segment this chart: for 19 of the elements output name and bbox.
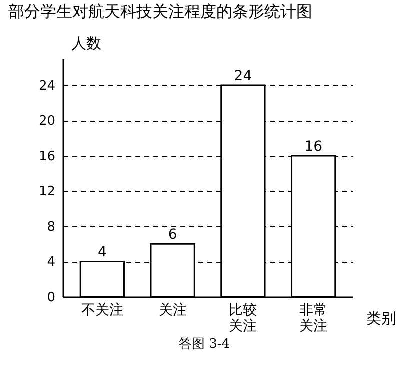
data-label: 4 [98, 244, 107, 261]
y-tick-label: 4 [47, 255, 56, 270]
y-tick-label: 16 [38, 149, 56, 164]
y-tick-label: 24 [38, 78, 56, 94]
data-label: 6 [168, 227, 178, 244]
y-tick-label: 0 [47, 290, 56, 306]
x-axis-title: 类别 [366, 310, 396, 328]
y-tick-label: 12 [38, 184, 56, 200]
x-tick-label: 关注 [158, 302, 187, 318]
y-axis-title: 人数 [72, 34, 102, 52]
data-label: 16 [304, 138, 323, 155]
y-tick-label: 8 [47, 220, 56, 235]
chart-title: 部分学生对航天科技关注程度的条形统计图 [8, 2, 312, 21]
text: 答图 3-4 [178, 336, 232, 353]
x-tick-label: 比较关注 [229, 302, 258, 334]
x-tick-label: 非常关注 [300, 302, 328, 334]
y-tick-label: 20 [38, 114, 56, 130]
data-label: 24 [234, 68, 252, 84]
x-tick-label: 不关注 [81, 302, 124, 318]
